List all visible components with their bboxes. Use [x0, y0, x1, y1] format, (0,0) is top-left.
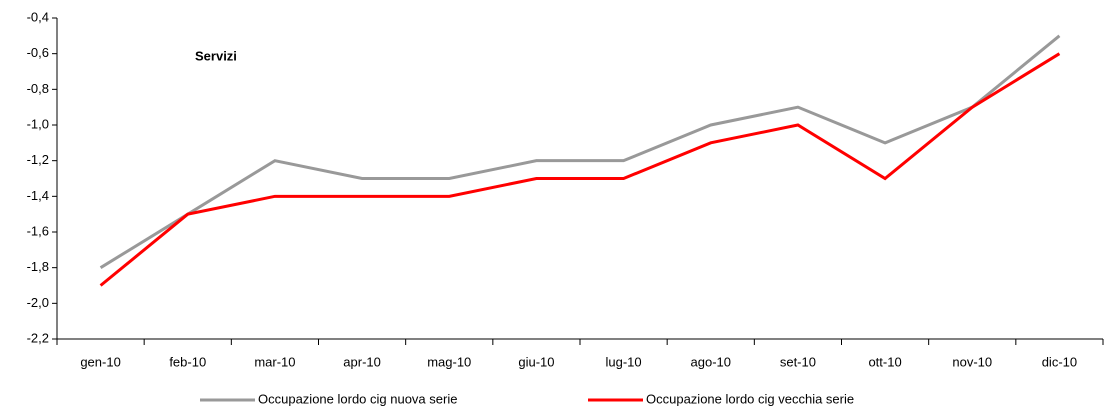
- legend-label: Occupazione lordo cig nuova serie: [258, 391, 457, 406]
- x-tick-label: lug-10: [606, 354, 642, 369]
- x-tick-label: gen-10: [80, 354, 120, 369]
- x-tick-label: ago-10: [691, 354, 731, 369]
- y-tick-label: -1,4: [27, 188, 49, 203]
- y-tick-label: -0,8: [27, 81, 49, 96]
- y-tick-label: -1,2: [27, 152, 49, 167]
- series-line: [99, 52, 1061, 287]
- x-tick-label: giu-10: [518, 354, 554, 369]
- y-tick-label: -2,0: [27, 295, 49, 310]
- x-tick-label: dic-10: [1042, 354, 1077, 369]
- x-tick-label: mag-10: [427, 354, 471, 369]
- x-tick-label: apr-10: [343, 354, 381, 369]
- x-tick-label: set-10: [780, 354, 816, 369]
- legend-label: Occupazione lordo cig vecchia serie: [646, 391, 854, 406]
- y-tick-label: -1,0: [27, 116, 49, 131]
- x-tick-label: ott-10: [868, 354, 901, 369]
- y-tick-label: -0,4: [27, 9, 49, 24]
- y-tick-label: -1,8: [27, 259, 49, 274]
- y-tick-label: -2,2: [27, 330, 49, 345]
- series-line: [99, 34, 1061, 269]
- x-tick-label: mar-10: [254, 354, 295, 369]
- annotation: Servizi: [195, 48, 237, 63]
- y-tick-label: -1,6: [27, 223, 49, 238]
- x-tick-label: nov-10: [952, 354, 992, 369]
- x-tick-label: feb-10: [169, 354, 206, 369]
- y-tick-label: -0,6: [27, 45, 49, 60]
